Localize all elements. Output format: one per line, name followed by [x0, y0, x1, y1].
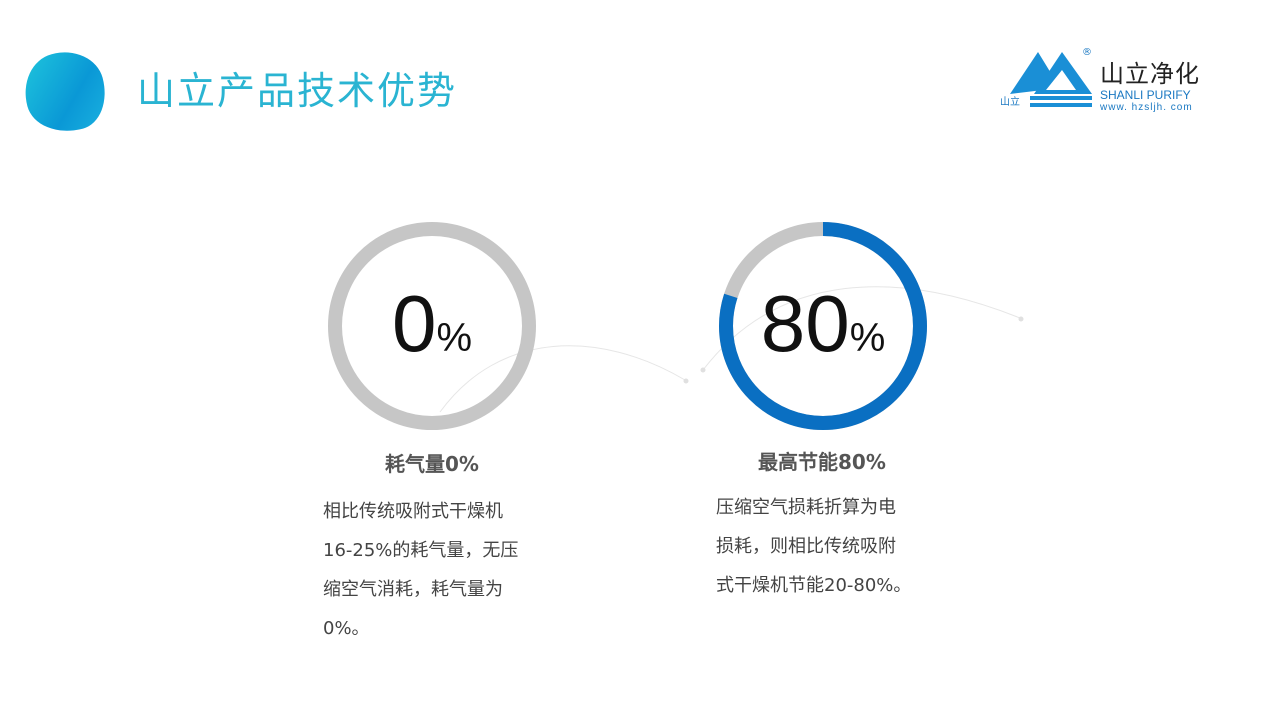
company-logo: 山立 ® 山立净化 SHANLI PURIFY www. hzsljh. com: [1000, 46, 1210, 116]
card-description: 相比传统吸附式干燥机 16-25%的耗气量，无压 缩空气消耗，耗气量为 0%。: [323, 492, 553, 648]
gauge-air-consumption: 0%: [322, 216, 542, 436]
desc-line: 0%。: [323, 618, 370, 639]
mountain-logo-icon: [1010, 52, 1092, 107]
logo-url: www. hzsljh. com: [1100, 102, 1193, 113]
gauge-energy-saving: 80%: [713, 216, 933, 436]
gauge-value: 0: [391, 279, 437, 368]
desc-line: 相比传统吸附式干燥机: [323, 501, 503, 522]
desc-line: 16-25%的耗气量，无压: [323, 540, 519, 561]
card-heading: 最高节能80%: [758, 450, 886, 474]
desc-line: 缩空气消耗，耗气量为: [323, 579, 503, 600]
card-heading: 耗气量0%: [385, 452, 479, 476]
card-description: 压缩空气损耗折算为电 损耗，则相比传统吸附 式干燥机节能20-80%。: [716, 488, 946, 605]
ring-chart: [328, 222, 536, 430]
logo-small-text: 山立: [1000, 97, 1020, 108]
gauge-value: 80: [760, 279, 850, 368]
ring-chart: [719, 222, 927, 430]
gauge-unit: %: [436, 316, 473, 360]
ring-fill: [719, 222, 927, 430]
desc-line: 损耗，则相比传统吸附: [716, 536, 896, 557]
logo-en: SHANLI PURIFY: [1100, 88, 1191, 102]
desc-line: 压缩空气损耗折算为电: [716, 497, 896, 518]
desc-line: 式干燥机节能20-80%。: [716, 575, 912, 596]
gauge-unit: %: [849, 316, 886, 360]
ring-track: [328, 222, 536, 430]
registered-mark: ®: [1082, 47, 1092, 58]
page-title: 山立产品技术优势: [137, 69, 458, 113]
logo-cn: 山立净化: [1100, 60, 1200, 88]
